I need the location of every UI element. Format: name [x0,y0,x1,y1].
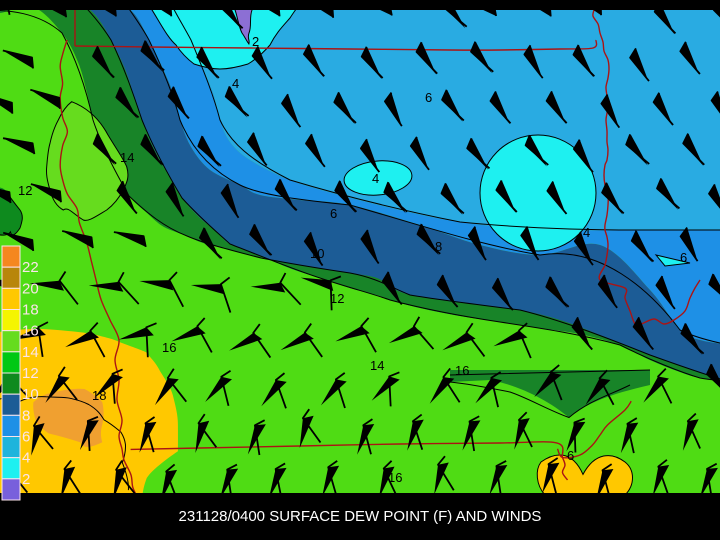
svg-text:12: 12 [22,365,39,382]
svg-text:8: 8 [435,239,442,254]
svg-text:8: 8 [22,407,30,424]
svg-text:14: 14 [370,358,384,373]
svg-text:10: 10 [310,246,324,261]
svg-text:16: 16 [388,470,402,485]
svg-text:2: 2 [22,471,30,488]
svg-text:4: 4 [232,76,239,91]
svg-text:20: 20 [22,280,39,297]
svg-text:16: 16 [22,323,39,340]
svg-text:12: 12 [330,291,344,306]
svg-text:6: 6 [330,206,337,221]
svg-text:18: 18 [22,302,39,319]
svg-text:6: 6 [425,90,432,105]
svg-text:12: 12 [18,183,32,198]
svg-text:14: 14 [22,344,39,361]
svg-text:6: 6 [22,429,30,446]
svg-text:231128/0400 SURFACE DEW POINT: 231128/0400 SURFACE DEW POINT (F) AND WI… [179,508,542,525]
svg-text:10: 10 [22,386,39,403]
svg-text:22: 22 [22,259,39,276]
svg-text:4: 4 [583,225,590,240]
svg-text:14: 14 [120,150,134,165]
svg-text:16: 16 [455,363,469,378]
svg-text:18: 18 [92,388,106,403]
svg-text:16: 16 [162,340,176,355]
svg-text:6: 6 [567,448,574,463]
svg-text:4: 4 [372,171,379,186]
svg-text:6: 6 [680,250,687,265]
svg-text:2: 2 [252,34,259,49]
svg-text:4: 4 [22,450,30,467]
